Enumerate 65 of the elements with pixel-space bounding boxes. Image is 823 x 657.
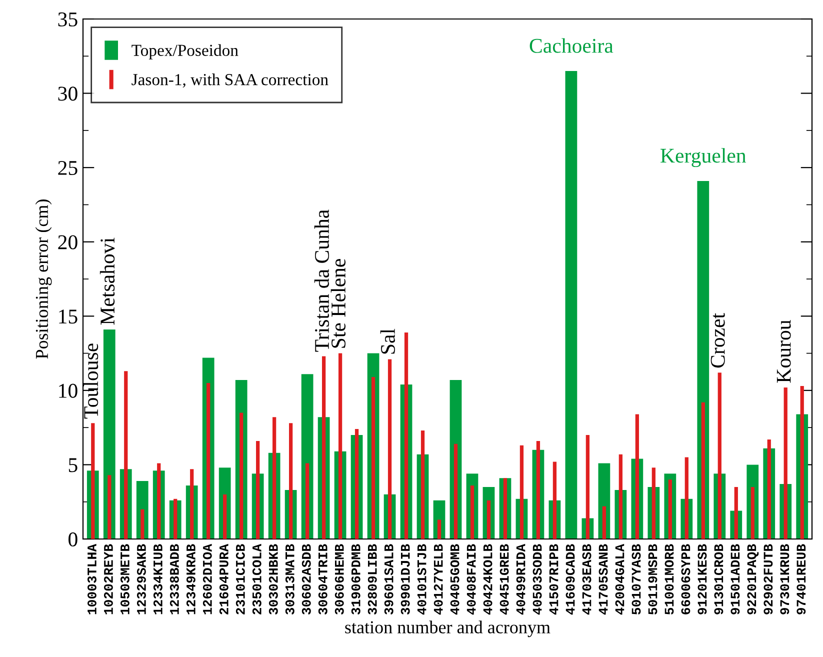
x-tick-label: 30604TRIB (318, 544, 328, 615)
x-tick-label: 97401REUB (796, 544, 806, 614)
x-tick-label: 30606HEMB (334, 544, 344, 615)
x-tick-label: 30302HBKB (268, 544, 278, 615)
x-tick-label: 91301CROB (714, 544, 724, 614)
x-tick-label: 41609CADB (566, 544, 575, 615)
x-tick-label: 30313MATB (285, 544, 294, 615)
x-tick-label: 42004GALA (615, 544, 624, 615)
annotation: Tristan da Cunha (314, 210, 330, 352)
x-tick-label: 66006SYPB (681, 544, 690, 614)
x-tick-label: 21604PURA (219, 544, 228, 614)
x-axis-title: station number and acronym (345, 620, 550, 638)
y-tick-label: 5 (68, 458, 78, 472)
x-tick-label: 12602DIOA (202, 544, 212, 614)
x-tick-label: 39601SALB (384, 544, 394, 615)
x-tick-label: 41703EASB (582, 544, 592, 615)
x-tick-label: 12349KRAB (186, 544, 196, 614)
x-tick-label: 40408FAIB (466, 544, 476, 615)
x-tick-label: 32809LIBB (368, 544, 377, 615)
x-tick-label: 10202REYB (104, 544, 113, 614)
annotation: Cachoeira (530, 38, 614, 53)
annotation: Sal (380, 328, 395, 354)
y-axis-title: Positioning error (cm) (35, 200, 52, 359)
x-tick-label: 40503SODB (532, 544, 542, 615)
x-tick-label: 40127YELB (434, 544, 443, 615)
x-tick-label: 23501COLA (252, 544, 262, 614)
x-tick-label: 40451GREB (500, 544, 509, 615)
x-tick-label: 40424KOLB (483, 544, 492, 615)
x-tick-label: 30602ASDB (302, 544, 311, 615)
y-tick-label: 10 (59, 384, 78, 398)
y-tick-label: 20 (58, 235, 78, 250)
annotation: Crozet (710, 313, 725, 368)
legend-label: Jason-1, with SAA correction (132, 74, 328, 88)
y-tick-label: 0 (68, 532, 78, 546)
x-tick-label: 12334KIUB (153, 544, 162, 614)
x-tick-label: 41705SANB (598, 544, 608, 615)
x-tick-label: 92201PAQB (747, 544, 759, 614)
annotation: Kourou (776, 320, 791, 383)
x-tick-label: 50119MSPB (648, 544, 658, 614)
x-tick-label: 40405GOMB (450, 544, 460, 615)
x-tick-label: 10003TLHA (87, 544, 96, 614)
y-tick-label: 25 (58, 161, 78, 176)
x-tick-label: 51001MORB (664, 544, 674, 614)
x-tick-label: 10503METB (120, 544, 130, 614)
y-tick-label: 30 (58, 86, 78, 101)
x-tick-label: 23101CICB (236, 544, 245, 614)
x-tick-label: 39901DJIB (400, 544, 410, 615)
x-tick-label: 12329SAKB (136, 544, 146, 614)
x-tick-label: 41507RIPB (549, 544, 558, 615)
y-tick-label: 35 (58, 12, 78, 26)
x-tick-label: 91501ADEB (730, 544, 740, 614)
x-tick-label: 91201KESB (698, 544, 707, 614)
annotation: Metsahovi (100, 238, 115, 325)
x-tick-label: 50107YASB (632, 544, 641, 614)
annotation: Kerguelen (660, 148, 746, 168)
x-tick-label: 40101STJB (417, 544, 426, 615)
legend-label: Topex/Poseidon (132, 44, 238, 60)
x-tick-label: 97301KRUB (780, 544, 790, 614)
annotation: Toulouse (83, 344, 98, 419)
y-tick-label: 15 (59, 310, 78, 324)
x-tick-label: 31906PDMB (351, 544, 360, 615)
x-tick-label: 12338BADB (170, 544, 179, 614)
annotation: Ste Helene (330, 259, 346, 348)
x-tick-label: 40499RIDA (516, 544, 526, 615)
x-tick-label: 92902FUTB (764, 544, 773, 614)
